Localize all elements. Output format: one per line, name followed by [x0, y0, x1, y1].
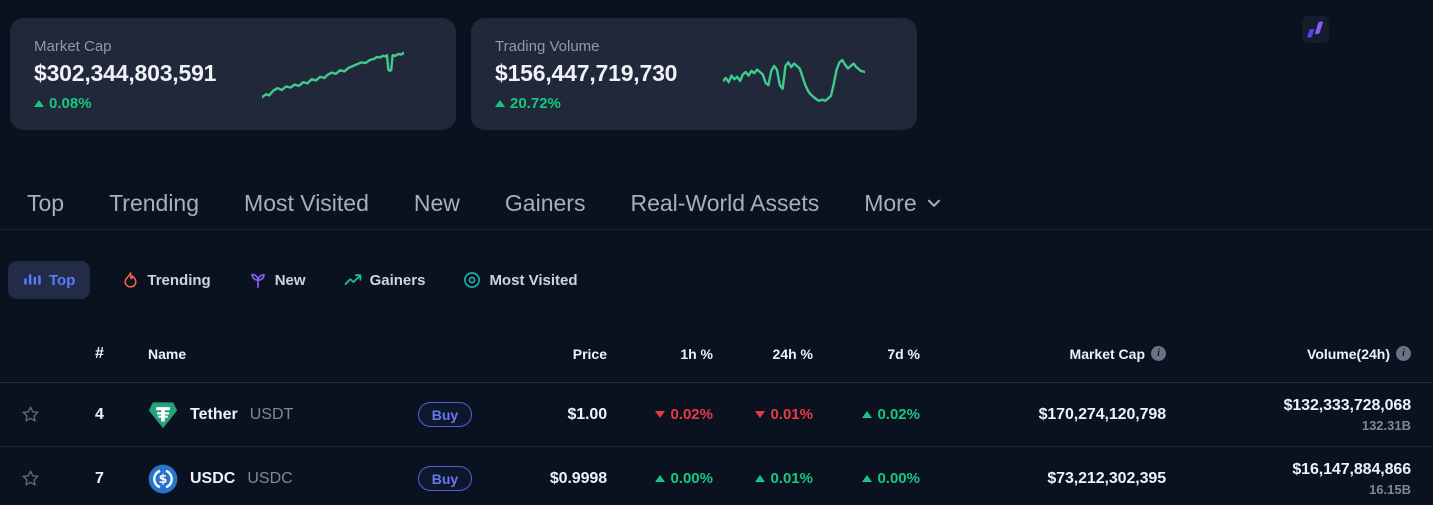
- volume-cell: $132,333,728,068 132.31B: [1170, 397, 1433, 433]
- header-name[interactable]: Name: [148, 345, 187, 362]
- header-7d[interactable]: 7d %: [887, 345, 920, 362]
- tab-new[interactable]: New: [413, 190, 460, 216]
- market-cap-value: $302,344,803,591: [34, 60, 217, 86]
- favorite-star-button[interactable]: [19, 403, 42, 426]
- trading-volume-card: Trading Volume $156,447,719,730 20.72%: [471, 18, 917, 130]
- change-1h: 0.00%: [655, 470, 718, 487]
- change-1h: 0.02%: [655, 406, 718, 423]
- coin-price: $1.00: [567, 405, 607, 423]
- stats-cards-row: Market Cap $302,344,803,591 0.08% Tradin…: [0, 0, 1433, 130]
- header-volume-label: Volume(24h): [1307, 345, 1390, 362]
- change-arrow-icon: [755, 411, 766, 418]
- filter-pill-label: Top: [49, 271, 76, 289]
- change-24h: 0.01%: [755, 406, 818, 423]
- header-price[interactable]: Price: [572, 345, 607, 362]
- filter-pill-trending[interactable]: Trending: [116, 261, 216, 299]
- filter-pill-label: Most Visited: [489, 271, 578, 289]
- filter-pills-row: Top Trending New Gainers Most Visited: [0, 261, 1433, 299]
- tab-gainers[interactable]: Gainers: [504, 190, 586, 216]
- header-market-cap-label: Market Cap: [1069, 345, 1145, 362]
- change-arrow-icon: [755, 475, 766, 482]
- trading-volume-change-value: 20.72%: [510, 95, 561, 112]
- header-market-cap[interactable]: Market Cap i: [925, 346, 1170, 362]
- header-volume[interactable]: Volume(24h) i: [1170, 346, 1433, 362]
- table-header-row: # Name Price 1h % 24h % 7d % Market Cap i…: [0, 325, 1433, 383]
- trending-up-icon: [344, 274, 361, 285]
- chevron-down-icon: [927, 199, 940, 207]
- volume-sub-value: 16.15B: [1369, 481, 1411, 497]
- table-row-usdc[interactable]: 7 $ USDC USDC Buy $0.9998 0.00% 0.01% 0.…: [0, 447, 1433, 505]
- volume-cell: $16,147,884,866 16.15B: [1170, 461, 1433, 497]
- category-tabs: Top Trending Most Visited New Gainers Re…: [0, 178, 1433, 230]
- change-7d: 0.02%: [862, 406, 925, 423]
- filter-pill-gainers[interactable]: Gainers: [338, 261, 432, 299]
- tab-most-visited[interactable]: Most Visited: [244, 190, 369, 216]
- chart-widget-logo-icon[interactable]: [1302, 16, 1329, 43]
- svg-text:$: $: [159, 471, 168, 486]
- more-menu-button[interactable]: More: [864, 190, 940, 217]
- bar-chart-icon: [24, 274, 41, 285]
- star-icon: [21, 470, 39, 486]
- favorite-star-button[interactable]: [19, 467, 42, 490]
- seedling-icon: [250, 273, 265, 289]
- market-cap-sparkline-chart: [262, 48, 404, 108]
- up-arrow-icon: [495, 100, 505, 107]
- change-7d: 0.00%: [862, 470, 925, 487]
- buy-button[interactable]: Buy: [417, 402, 473, 427]
- market-cap-change-value: 0.08%: [49, 95, 92, 112]
- change-24h: 0.01%: [755, 470, 818, 487]
- change-arrow-icon: [862, 411, 873, 418]
- header-rank[interactable]: #: [95, 344, 104, 362]
- filter-pill-new[interactable]: New: [243, 261, 312, 299]
- market-cap-label: Market Cap: [34, 38, 112, 55]
- market-cap-card: Market Cap $302,344,803,591 0.08%: [10, 18, 456, 130]
- coin-symbol: USDC: [247, 469, 293, 487]
- volume-value: $132,333,728,068: [1283, 396, 1412, 414]
- trading-volume-sparkline-chart: [723, 48, 865, 108]
- more-label: More: [864, 190, 917, 216]
- flame-icon: [124, 272, 137, 288]
- header-1h[interactable]: 1h %: [680, 345, 713, 362]
- trading-volume-change: 20.72%: [495, 95, 561, 112]
- info-icon[interactable]: i: [1151, 346, 1166, 361]
- coin-symbol: USDT: [249, 405, 294, 423]
- coin-name: Tether: [190, 405, 238, 423]
- tether-logo-icon: [148, 401, 178, 428]
- tab-trending[interactable]: Trending: [109, 190, 200, 216]
- info-icon[interactable]: i: [1396, 346, 1411, 361]
- header-24h[interactable]: 24h %: [772, 345, 813, 362]
- coin-price: $0.9998: [549, 469, 607, 487]
- market-cap-cell: $170,274,120,798: [1038, 405, 1167, 423]
- filter-pill-label: New: [274, 271, 306, 289]
- change-arrow-icon: [655, 411, 666, 418]
- buy-button[interactable]: Buy: [417, 466, 473, 491]
- filter-pill-label: Gainers: [369, 271, 426, 289]
- change-arrow-icon: [862, 475, 873, 482]
- tab-real-world-assets[interactable]: Real-World Assets: [630, 190, 820, 216]
- volume-value: $16,147,884,866: [1292, 460, 1411, 478]
- change-arrow-icon: [655, 475, 666, 482]
- filter-pill-label: Trending: [147, 271, 211, 289]
- usdc-logo-icon: $: [148, 464, 178, 493]
- star-icon: [21, 406, 39, 422]
- volume-sub-value: 132.31B: [1361, 417, 1411, 433]
- eye-icon: [464, 272, 481, 288]
- market-cap-change: 0.08%: [34, 95, 92, 112]
- market-cap-cell: $73,212,302,395: [1047, 469, 1166, 487]
- trading-volume-label: Trading Volume: [495, 38, 600, 55]
- up-arrow-icon: [34, 100, 44, 107]
- filter-pill-most-visited[interactable]: Most Visited: [457, 261, 583, 299]
- tab-top[interactable]: Top: [27, 190, 65, 216]
- trading-volume-value: $156,447,719,730: [495, 60, 678, 86]
- coin-rank: 4: [95, 405, 104, 423]
- coins-table: # Name Price 1h % 24h % 7d % Market Cap i…: [0, 325, 1433, 505]
- filter-pill-top[interactable]: Top: [8, 261, 91, 299]
- table-row-tether[interactable]: 4 Tether USDT Buy $1.00 0.02% 0.01% 0.02…: [0, 383, 1433, 447]
- coin-name: USDC: [190, 469, 236, 487]
- coin-rank: 7: [95, 469, 104, 487]
